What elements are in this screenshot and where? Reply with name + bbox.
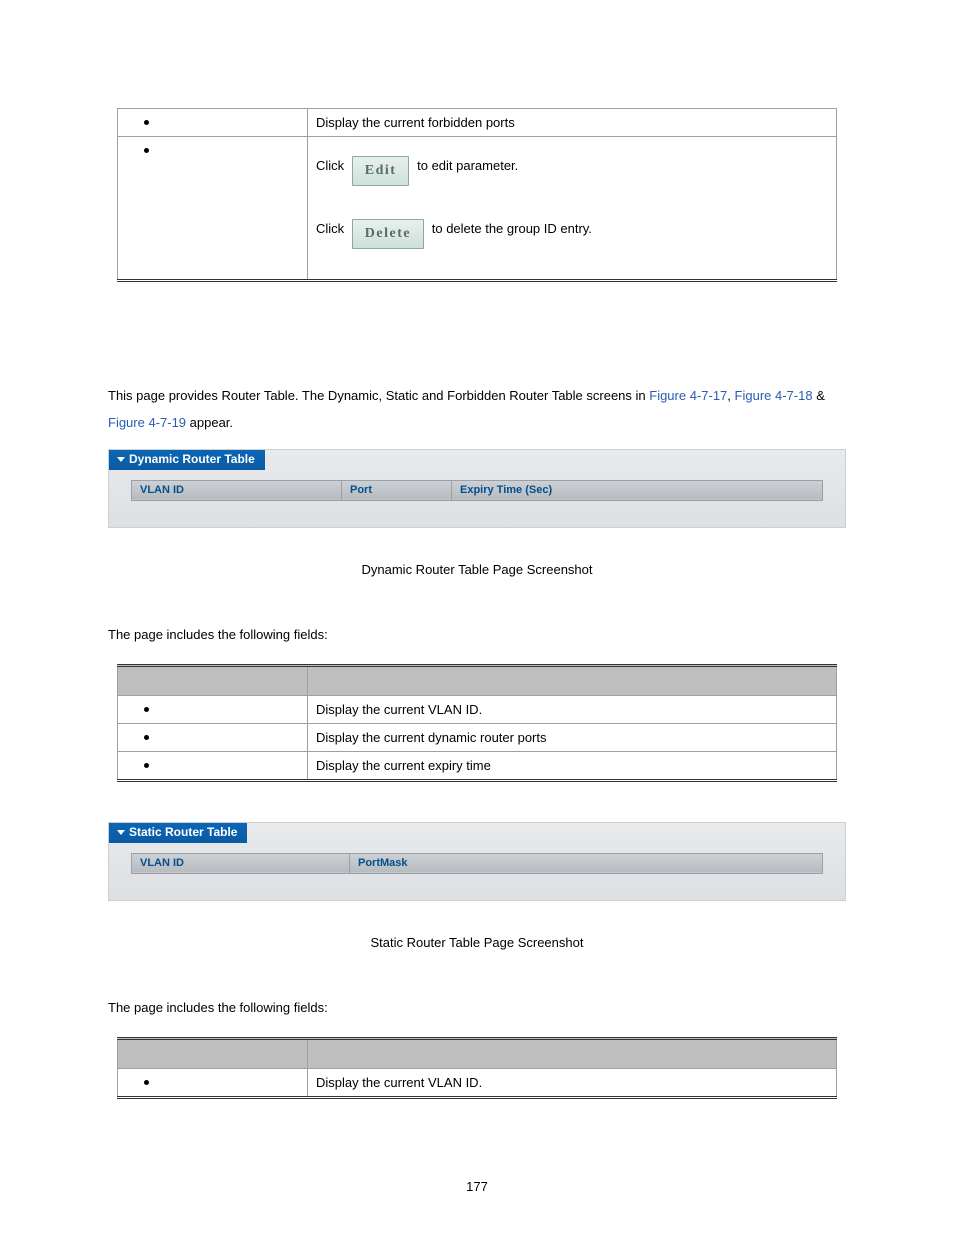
intro-text: , bbox=[727, 388, 734, 403]
figure-link[interactable]: Figure 4-7-18 bbox=[735, 388, 813, 403]
table-row: Click Edit to edit parameter. Click Dele… bbox=[118, 137, 837, 281]
bullet-icon bbox=[144, 735, 149, 740]
intro-text: appear. bbox=[186, 415, 233, 430]
chevron-down-icon bbox=[117, 457, 125, 462]
intro-paragraph: This page provides Router Table. The Dyn… bbox=[108, 382, 849, 437]
row-desc: Display the current VLAN ID. bbox=[316, 702, 482, 717]
chevron-down-icon bbox=[117, 830, 125, 835]
delete-button[interactable]: Delete bbox=[352, 219, 424, 249]
top-description-table: Display the current forbidden ports Clic… bbox=[117, 108, 837, 282]
edit-tail: to edit parameter. bbox=[417, 158, 518, 173]
row-desc: Display the current forbidden ports bbox=[316, 115, 515, 130]
bullet-icon bbox=[144, 148, 149, 153]
static-router-panel: Static Router Table VLAN ID PortMask bbox=[108, 822, 846, 901]
panel-header: Dynamic Router Table bbox=[109, 450, 265, 470]
intro-text: This page provides Router Table. The Dyn… bbox=[108, 388, 649, 403]
panel-title-text: Dynamic Router Table bbox=[129, 452, 255, 466]
click-label: Click bbox=[316, 221, 344, 236]
fields-intro: The page includes the following fields: bbox=[108, 1000, 846, 1015]
static-fields-table: Display the current VLAN ID. bbox=[117, 1037, 837, 1099]
dynamic-fields-table: Display the current VLAN ID. Display the… bbox=[117, 664, 837, 782]
table-row: Display the current dynamic router ports bbox=[118, 723, 837, 751]
table-row: Display the current VLAN ID. bbox=[118, 695, 837, 723]
edit-button[interactable]: Edit bbox=[352, 156, 410, 186]
dynamic-router-panel: Dynamic Router Table VLAN ID Port Expiry… bbox=[108, 449, 846, 528]
column-header: Expiry Time (Sec) bbox=[452, 480, 823, 500]
row-desc: Display the current dynamic router ports bbox=[316, 730, 546, 745]
bullet-icon bbox=[144, 707, 149, 712]
figure-link[interactable]: Figure 4-7-17 bbox=[649, 388, 727, 403]
panel-header: Static Router Table bbox=[109, 823, 247, 843]
figure-caption: Static Router Table Page Screenshot bbox=[40, 935, 914, 950]
column-header: PortMask bbox=[350, 853, 823, 873]
bullet-icon bbox=[144, 763, 149, 768]
column-header: VLAN ID bbox=[132, 480, 342, 500]
bullet-icon bbox=[144, 120, 149, 125]
intro-text: & bbox=[813, 388, 825, 403]
fields-intro: The page includes the following fields: bbox=[108, 627, 846, 642]
dynamic-router-columns: VLAN ID Port Expiry Time (Sec) bbox=[131, 480, 823, 501]
table-row: Display the current forbidden ports bbox=[118, 109, 837, 137]
column-header: VLAN ID bbox=[132, 853, 350, 873]
column-header: Port bbox=[342, 480, 452, 500]
delete-tail: to delete the group ID entry. bbox=[432, 221, 592, 236]
bullet-icon bbox=[144, 1080, 149, 1085]
figure-link[interactable]: Figure 4-7-19 bbox=[108, 415, 186, 430]
table-row: Display the current expiry time bbox=[118, 751, 837, 780]
page-number: 177 bbox=[40, 1179, 914, 1194]
row-desc: Display the current expiry time bbox=[316, 758, 491, 773]
figure-caption: Dynamic Router Table Page Screenshot bbox=[40, 562, 914, 577]
row-desc: Display the current VLAN ID. bbox=[316, 1075, 482, 1090]
table-row: Display the current VLAN ID. bbox=[118, 1068, 837, 1097]
panel-title-text: Static Router Table bbox=[129, 825, 237, 839]
static-router-columns: VLAN ID PortMask bbox=[131, 853, 823, 874]
click-label: Click bbox=[316, 158, 344, 173]
